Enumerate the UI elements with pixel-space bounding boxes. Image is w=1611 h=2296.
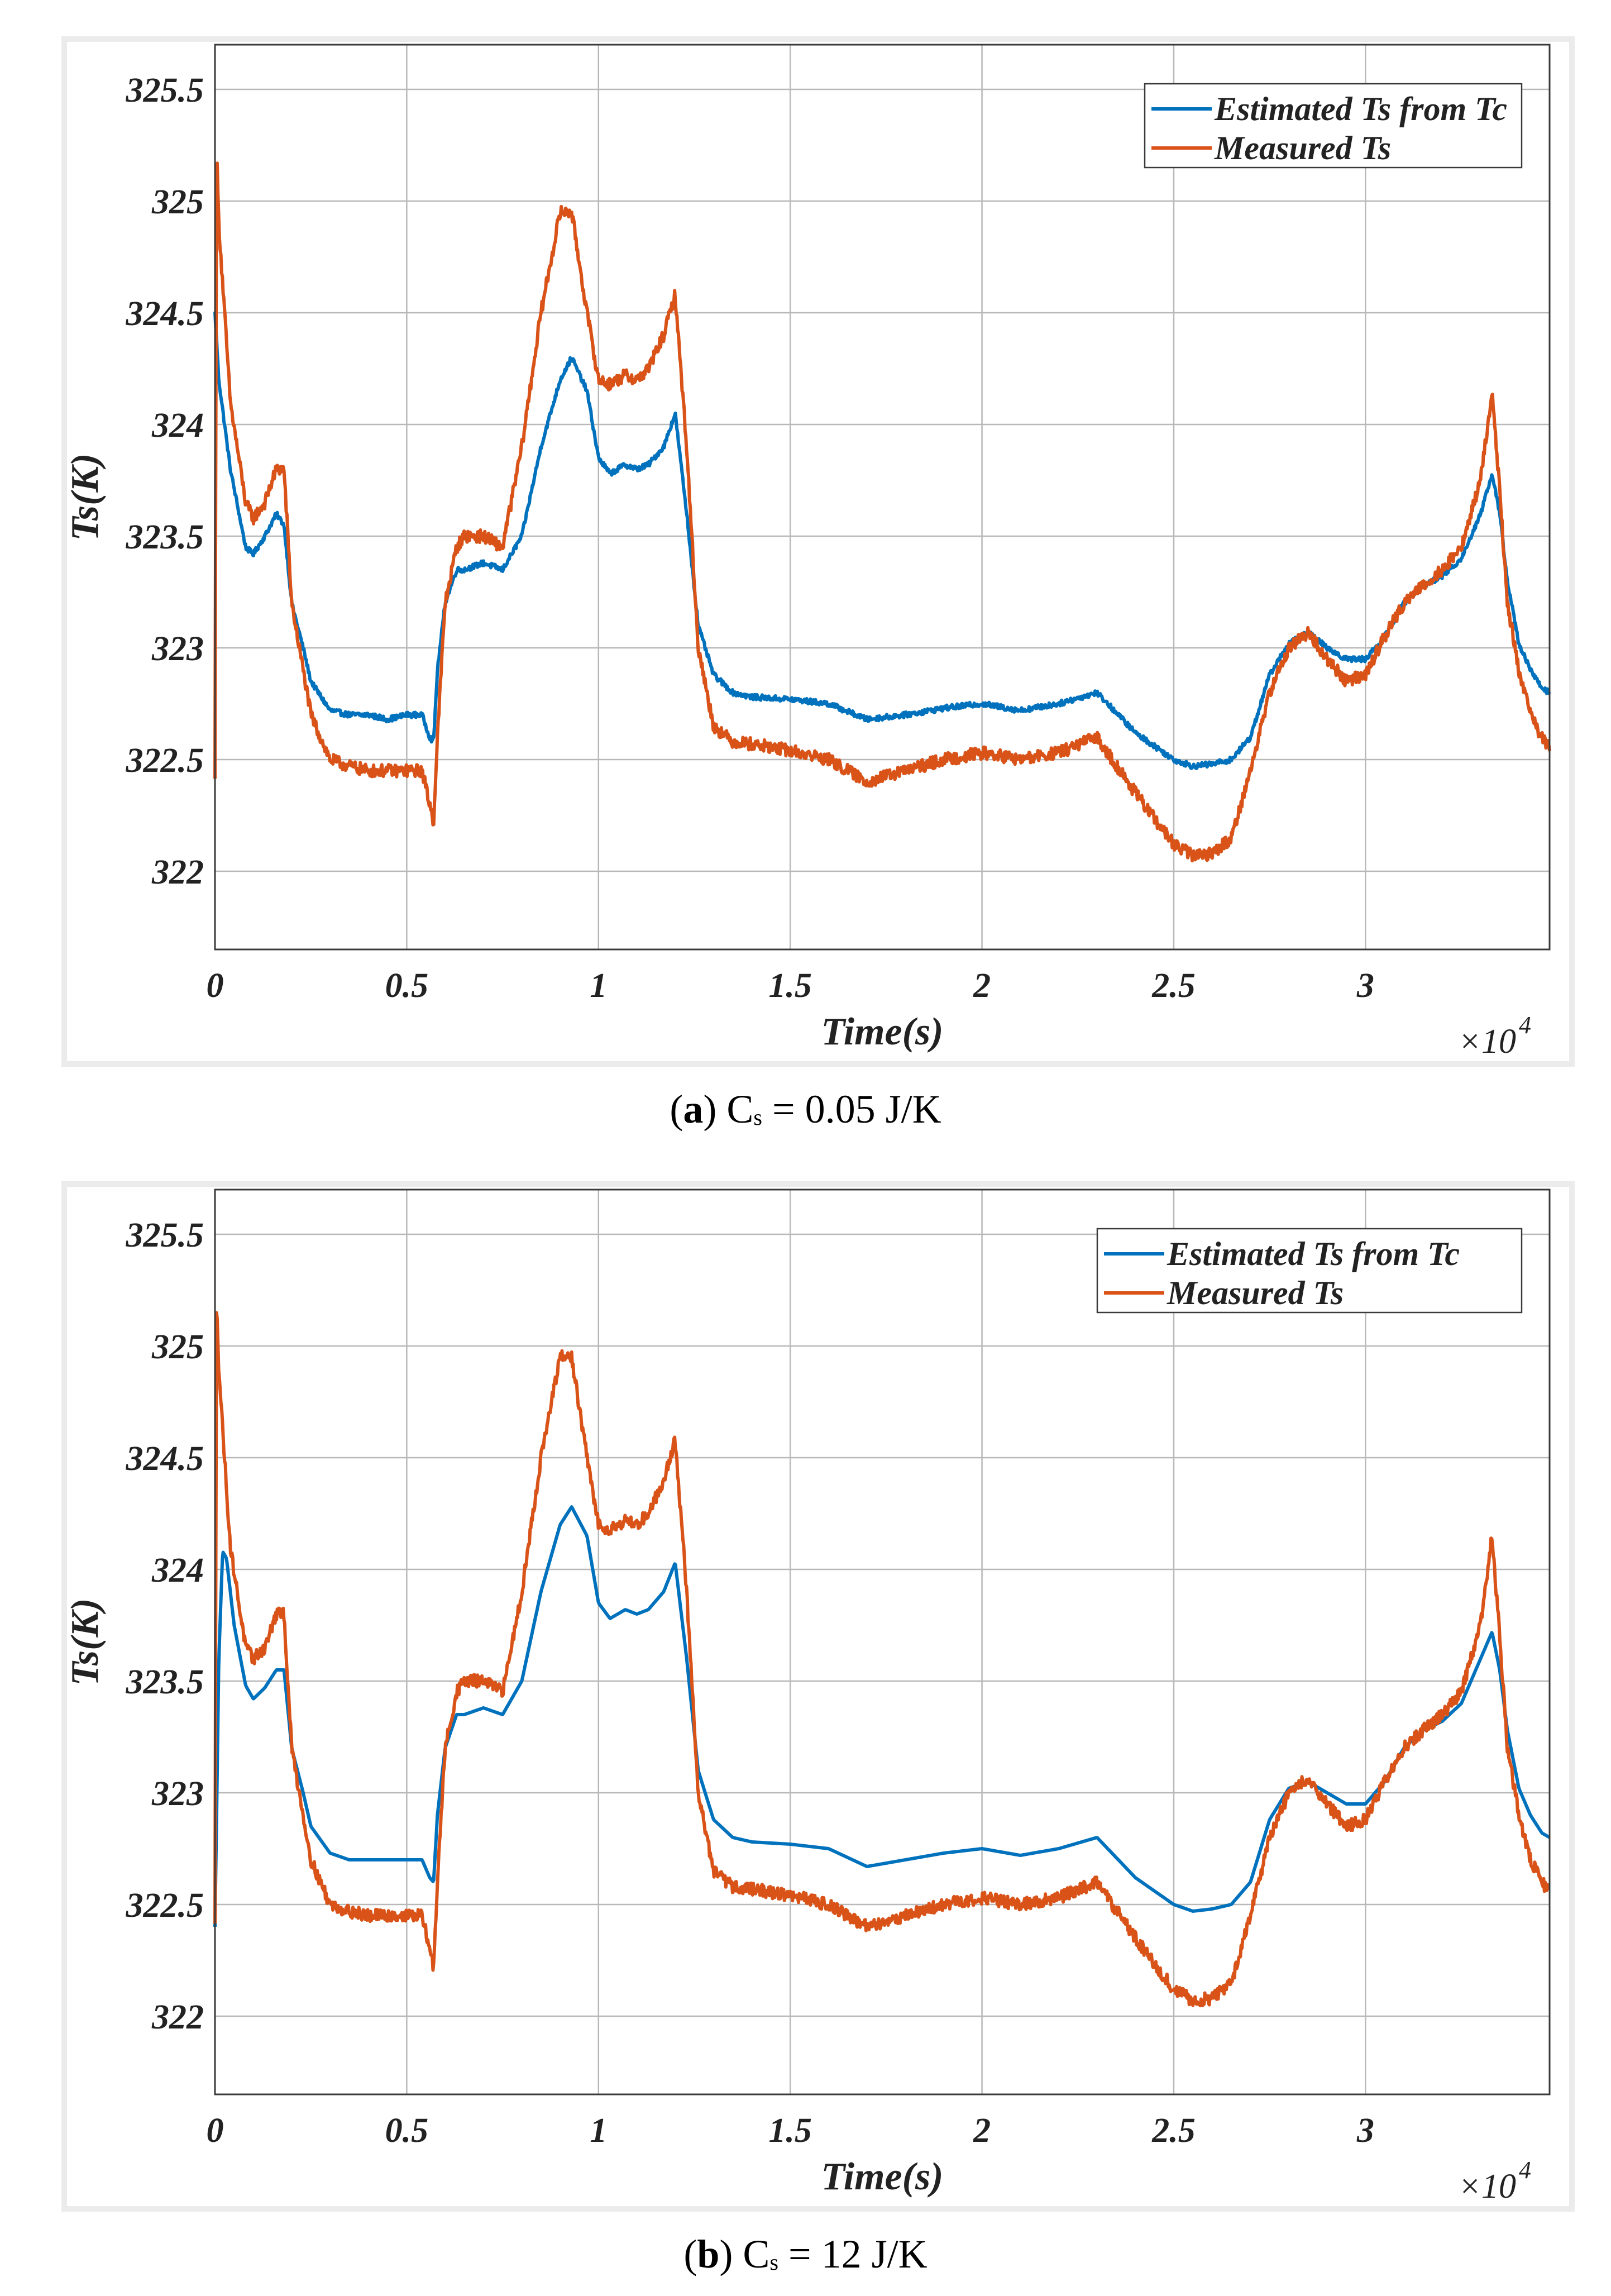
axes-box — [214, 1188, 1551, 2095]
x-axis-label: Time(s) — [821, 2155, 944, 2198]
x-tick-label: 0.5 — [385, 2112, 429, 2150]
y-tick-label: 325 — [151, 1328, 204, 1366]
series-line-measured — [213, 161, 1551, 863]
legend-label-measured: Measured Ts — [1167, 1275, 1344, 1311]
x-multiplier-exponent: 4 — [1519, 1011, 1531, 1039]
caption-a-subscript: s — [753, 1105, 762, 1130]
x-tick-label: 2.5 — [1151, 967, 1196, 1005]
axes-box — [214, 44, 1551, 951]
plot-area — [215, 1190, 1550, 2094]
figure-panel-b: 322 322.5 323 323.5 324 324.5 325 325.5 0 0.5 1 1.5… — [0, 1145, 1611, 2296]
caption-b-symbol: C — [743, 2232, 770, 2276]
x-axis-label: Time(s) — [821, 1010, 944, 1053]
caption-b-subscript: s — [769, 2250, 778, 2275]
x-multiplier-exponent: 4 — [1519, 2156, 1531, 2184]
y-tick-label: 325.5 — [126, 71, 204, 109]
legend-box — [1144, 83, 1523, 169]
y-tick-label: 325.5 — [126, 1216, 204, 1254]
x-tick-label: 3 — [1356, 2112, 1374, 2150]
caption-a-value: = 0.05 J/K — [762, 1087, 941, 1132]
caption-b: (b) Cs = 12 J/K — [683, 2232, 928, 2276]
y-tick-label: 324.5 — [126, 1440, 204, 1478]
grid-lines — [215, 45, 1550, 949]
caption-a-symbol: C — [726, 1087, 754, 1132]
caption-b-letter: b — [697, 2232, 720, 2276]
x-tick-label: 1 — [590, 2112, 607, 2150]
y-tick-label: 325 — [151, 183, 204, 221]
y-tick-label: 324 — [151, 1552, 204, 1589]
x-tick-label: 2.5 — [1151, 2112, 1196, 2150]
y-tick-label: 322 — [151, 853, 204, 891]
x-multiplier: ×10 — [1458, 2168, 1516, 2206]
caption-b-value: = 12 J/K — [778, 2232, 928, 2276]
y-tick-label: 323.5 — [126, 1663, 204, 1701]
plot-area — [215, 45, 1550, 949]
legend-label-measured: Measured Ts — [1214, 130, 1391, 166]
caption-a-letter: a — [683, 1087, 704, 1132]
series-line-measured — [213, 1311, 1551, 2008]
figure-panel-a: 322 322.5 323 323.5 324 324.5 325 325.5 0 0.5 1 1.5… — [0, 0, 1611, 1145]
legend-box — [1096, 1228, 1523, 1314]
y-tick-label: 324 — [151, 407, 204, 445]
y-tick-label: 322.5 — [126, 742, 204, 780]
y-tick-label: 323.5 — [126, 518, 204, 556]
x-tick-label: 0 — [207, 2112, 224, 2150]
x-tick-label: 3 — [1356, 967, 1374, 1005]
y-tick-label: 322.5 — [126, 1887, 204, 1925]
x-tick-label: 2 — [973, 2112, 991, 2150]
y-axis-label: Ts(K) — [64, 1598, 107, 1686]
x-tick-label: 2 — [973, 967, 991, 1005]
series-line-estimated — [213, 311, 1551, 770]
caption-a: (a) Cs = 0.05 J/K — [670, 1087, 941, 1132]
y-tick-label: 324.5 — [126, 295, 204, 333]
y-tick-label: 323 — [151, 630, 204, 668]
x-tick-label: 0 — [207, 967, 224, 1005]
x-multiplier: ×10 — [1458, 1023, 1516, 1061]
y-tick-label: 323 — [151, 1775, 204, 1813]
x-tick-label: 0.5 — [385, 967, 429, 1005]
y-tick-label: 322 — [151, 1998, 204, 2036]
x-tick-label: 1 — [590, 967, 607, 1005]
legend-label-estimated: Estimated Ts from Tc — [1167, 1235, 1460, 1272]
series-line-estimated — [213, 1505, 1551, 1927]
y-axis-label: Ts(K) — [64, 454, 107, 541]
x-tick-label: 1.5 — [768, 967, 812, 1005]
x-tick-label: 1.5 — [768, 2112, 812, 2150]
legend-label-estimated: Estimated Ts from Tc — [1214, 90, 1507, 127]
